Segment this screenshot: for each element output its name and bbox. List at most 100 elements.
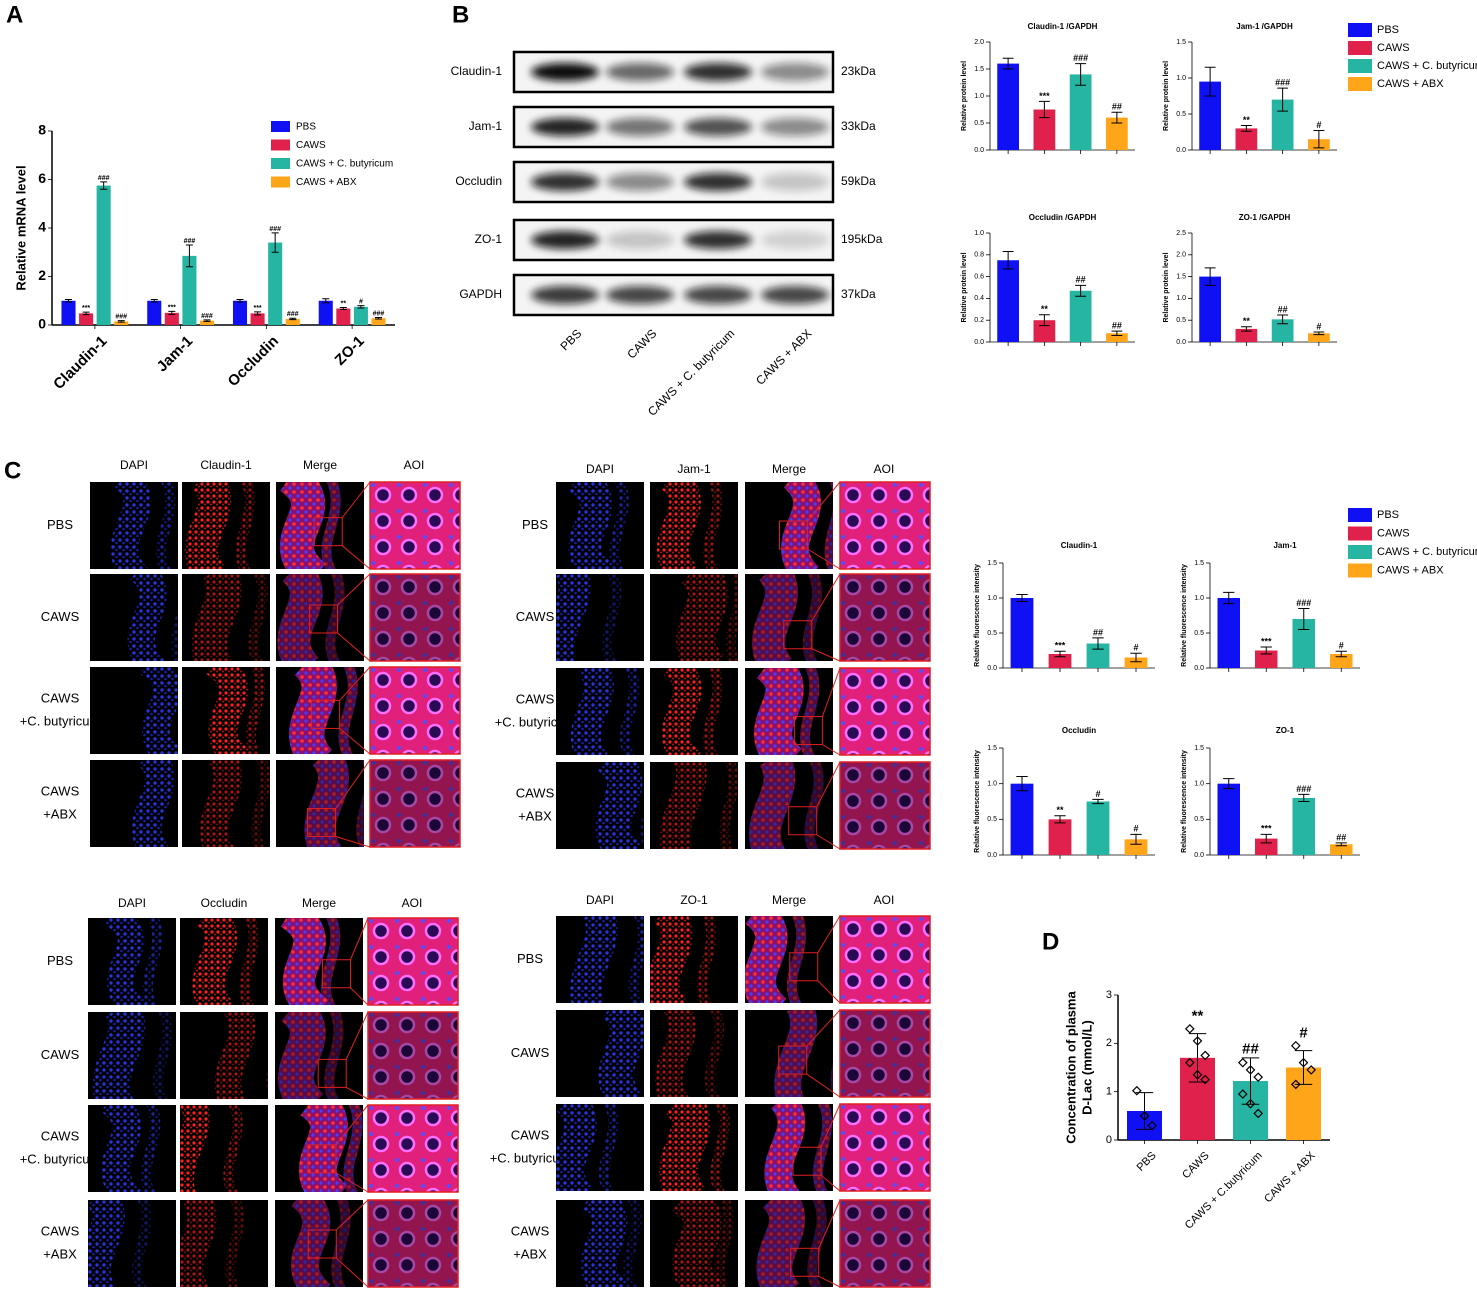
data-point xyxy=(1306,1065,1317,1075)
micrograph xyxy=(368,1105,458,1192)
error-bar xyxy=(1298,608,1310,630)
bar xyxy=(1235,328,1258,342)
chart-title: Occludin xyxy=(1062,726,1096,735)
error-bar xyxy=(1111,330,1123,336)
error-bar xyxy=(254,311,262,316)
y-tick-label: 1 xyxy=(1106,1086,1112,1098)
blot-size-label: 195kDa xyxy=(841,232,883,246)
tissue xyxy=(321,482,341,569)
legend-swatch xyxy=(1348,545,1372,559)
significance-label: ### xyxy=(1275,78,1290,88)
zoom-box xyxy=(778,1045,808,1075)
data-point xyxy=(1184,1057,1195,1068)
micrograph xyxy=(182,574,270,661)
tissue xyxy=(840,1104,930,1191)
bar xyxy=(232,300,248,325)
y-tick-label: 0.0 xyxy=(987,852,997,859)
tissue xyxy=(205,667,252,754)
y-tick-label: 2.0 xyxy=(1176,252,1186,259)
zoom-line xyxy=(335,1199,369,1231)
error-bar xyxy=(1223,778,1235,790)
legend-label: CAWS xyxy=(296,140,326,151)
tissue xyxy=(235,482,255,569)
y-tick-label: 6 xyxy=(38,170,46,186)
legend-swatch xyxy=(271,121,290,132)
micrograph xyxy=(182,760,270,847)
tissue xyxy=(278,1012,326,1099)
blot-band xyxy=(761,118,829,136)
tissue xyxy=(132,1200,152,1287)
legend-label: PBS xyxy=(1377,509,1399,521)
zoom-line xyxy=(806,1009,841,1047)
tissue xyxy=(752,574,798,661)
legend-swatch xyxy=(1348,77,1372,91)
y-tick-label: 4 xyxy=(38,219,46,235)
y-tick-label: 1.5 xyxy=(974,66,984,73)
tissue xyxy=(185,482,232,569)
aoi-frame xyxy=(367,917,459,1006)
imaging-header: DAPI xyxy=(586,462,614,476)
tissue xyxy=(807,1200,827,1287)
chart-title: ZO-1 xyxy=(1276,726,1295,735)
error-bar xyxy=(1223,591,1235,605)
bar xyxy=(182,255,197,325)
data-point xyxy=(1184,1023,1195,1034)
y-tick-label: 1.5 xyxy=(1194,745,1204,752)
legend-swatch xyxy=(1348,563,1372,578)
error-bar xyxy=(1016,594,1028,602)
micrograph xyxy=(556,762,644,849)
zoom-line xyxy=(822,744,841,756)
y-tick-label: 0.5 xyxy=(987,630,997,637)
blot-size-label: 33kDa xyxy=(841,119,876,133)
tissue xyxy=(180,1105,210,1192)
aoi-frame xyxy=(367,1199,459,1288)
significance-label: # xyxy=(1299,1024,1308,1041)
micrograph xyxy=(840,916,930,1003)
zoom-line xyxy=(811,648,841,662)
zoom-box xyxy=(309,604,339,634)
zoom-line xyxy=(811,573,841,622)
tissue xyxy=(719,762,738,849)
zoom-line xyxy=(816,761,841,807)
aoi-frame xyxy=(369,573,461,662)
blot-band xyxy=(606,118,674,136)
micrograph xyxy=(745,916,833,1003)
y-axis-label: Relative fluorescence intensity xyxy=(974,564,981,667)
tissue xyxy=(100,1105,143,1192)
significance-label: # xyxy=(359,299,363,306)
bar xyxy=(1086,643,1110,668)
y-axis-label: Relative mRNA level xyxy=(13,165,28,290)
y-tick-label: 1.5 xyxy=(1194,560,1204,567)
y-axis-label: Relative fluorescence intensity xyxy=(1181,750,1188,853)
tissue xyxy=(298,1105,349,1192)
bar xyxy=(1106,333,1128,342)
legend-label: CAWS + C. butyricum xyxy=(1377,546,1477,558)
micrograph xyxy=(180,1200,268,1287)
significance-label: *** xyxy=(1261,636,1272,646)
significance-label: ** xyxy=(1243,316,1251,326)
tissue xyxy=(620,668,640,755)
tissue xyxy=(659,1104,711,1191)
zoom-line xyxy=(817,980,841,1004)
aoi-frame xyxy=(839,573,931,662)
micrograph xyxy=(180,918,268,1005)
tissue xyxy=(127,574,167,661)
micrograph xyxy=(650,482,738,569)
error-bar xyxy=(1038,100,1050,119)
micrograph xyxy=(745,668,833,755)
chart-title: ZO-1 /GAPDH xyxy=(1239,213,1291,222)
y-tick-label: 1.0 xyxy=(974,230,984,237)
error-bar xyxy=(1054,815,1066,824)
micrograph xyxy=(276,760,364,847)
blot-band xyxy=(531,231,599,249)
micrograph xyxy=(556,916,644,1003)
imaging-row-label: +C. butyricum xyxy=(490,1150,571,1165)
data-point xyxy=(1290,1079,1301,1090)
y-tick-label: 0.0 xyxy=(1194,852,1204,859)
zoom-line xyxy=(335,759,371,809)
bar xyxy=(1010,598,1034,668)
y-tick-label: 0.5 xyxy=(1176,111,1186,118)
blot-row-label: Jam-1 xyxy=(469,119,503,133)
significance-label: *** xyxy=(1055,641,1066,651)
bar xyxy=(1048,819,1072,855)
